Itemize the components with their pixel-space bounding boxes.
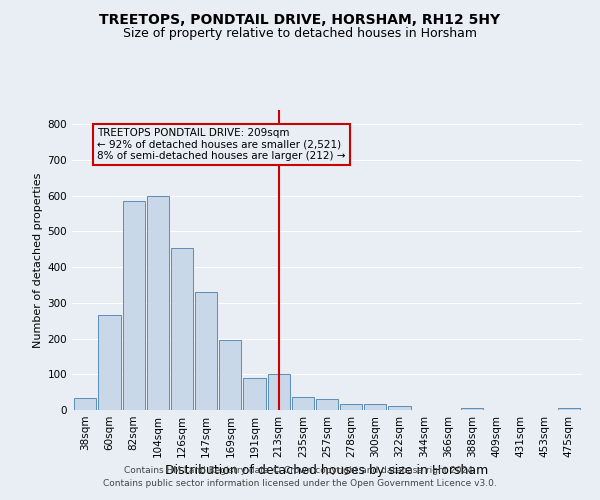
Bar bbox=[122, 201, 145, 410]
Text: TREETOPS PONDTAIL DRIVE: 209sqm
← 92% of detached houses are smaller (2,521)
8% : TREETOPS PONDTAIL DRIVE: 209sqm ← 92% of… bbox=[97, 128, 346, 161]
Bar bbox=[219, 340, 241, 410]
Text: Contains HM Land Registry data © Crown copyright and database right 2024.
Contai: Contains HM Land Registry data © Crown c… bbox=[103, 466, 497, 487]
Text: Size of property relative to detached houses in Horsham: Size of property relative to detached ho… bbox=[123, 28, 477, 40]
Bar bbox=[292, 397, 314, 410]
Bar bbox=[171, 248, 193, 410]
Bar bbox=[74, 398, 97, 410]
Bar bbox=[316, 398, 338, 410]
Bar bbox=[340, 404, 362, 410]
Bar bbox=[244, 378, 266, 410]
Y-axis label: Number of detached properties: Number of detached properties bbox=[34, 172, 43, 348]
Bar bbox=[98, 316, 121, 410]
Bar bbox=[388, 406, 410, 410]
Bar bbox=[557, 408, 580, 410]
Text: TREETOPS, PONDTAIL DRIVE, HORSHAM, RH12 5HY: TREETOPS, PONDTAIL DRIVE, HORSHAM, RH12 … bbox=[100, 12, 500, 26]
Bar bbox=[268, 374, 290, 410]
Bar bbox=[195, 292, 217, 410]
Bar bbox=[146, 196, 169, 410]
Bar bbox=[364, 404, 386, 410]
X-axis label: Distribution of detached houses by size in Horsham: Distribution of detached houses by size … bbox=[166, 464, 488, 477]
Bar bbox=[461, 408, 483, 410]
